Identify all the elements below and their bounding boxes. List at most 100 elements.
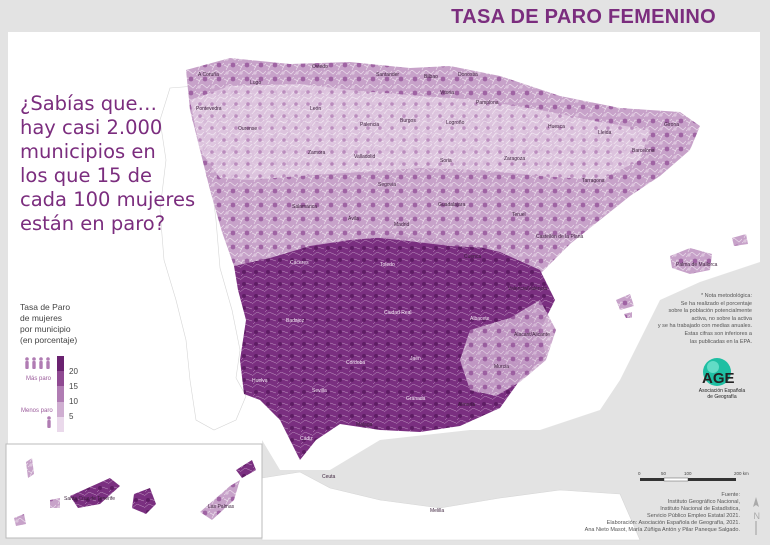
city-label: Lleida [598, 130, 612, 136]
city-label: Jaén [410, 356, 421, 362]
question-line: ¿Sabías que… [20, 92, 158, 115]
legend-swatch [57, 356, 64, 372]
note-line: activa, no sobre la activa [691, 315, 752, 322]
spain-coast-light [460, 300, 556, 396]
legend-swatch [57, 401, 64, 417]
city-label: Zamora [308, 150, 326, 156]
note-line: sobre la población potencialmente [668, 308, 752, 315]
city-label: Madrid [394, 222, 410, 228]
island-la-palma [26, 458, 34, 478]
city-label: Córdoba [346, 360, 366, 366]
city-label: A Coruña [198, 72, 219, 78]
note-line: Estas cifras son inferiores a [684, 330, 752, 337]
city-label: Salamanca [292, 204, 318, 210]
city-label: Cuenca [464, 254, 482, 260]
legend-more-label: Más paro [26, 376, 52, 382]
city-label: Girona [664, 122, 680, 128]
city-label: León [310, 106, 322, 112]
city-label: Soria [440, 158, 452, 164]
question-line: los que 15 de [20, 164, 153, 187]
note-line: las publicadas en la EPA. [690, 338, 752, 345]
ibiza [616, 294, 634, 310]
legend-title-line: por municipio [20, 324, 71, 334]
legend-tick: 10 [69, 397, 78, 406]
logo-name: Asociación Española de Geografía [694, 388, 750, 400]
city-label: Melilla [430, 508, 445, 514]
city-label: Santa Cruz de Tenerife [64, 496, 116, 502]
city-label: Toledo [380, 262, 395, 268]
city-label: Cáceres [290, 260, 309, 266]
city-label: Huelva [252, 378, 268, 384]
island-fuerteventura [200, 480, 240, 520]
question-line: están en paro? [20, 212, 166, 235]
map-title: TASA DE PARO FEMENINO [451, 6, 716, 28]
city-label: Las Palmas [208, 504, 235, 510]
methodology-note: * Nota metodológica: Se ha realizado el … [602, 293, 752, 346]
city-label: Murcia [494, 364, 510, 370]
mallorca [670, 248, 712, 274]
question-line: cada 100 mujeres [20, 188, 196, 211]
legend-title-line: de mujeres [20, 313, 63, 323]
city-label: Lugo [250, 80, 262, 86]
city-label: Valencia/València [508, 286, 548, 292]
source-line: Instituto Nacional de Estadística, [660, 506, 740, 512]
city-label: Donostia [458, 72, 478, 78]
legend-tick: 5 [69, 412, 74, 421]
island-el-hierro [14, 514, 26, 526]
source-line: Fuente: [721, 492, 740, 498]
logo-name-line: Asociación Española [698, 388, 746, 394]
formentera [624, 312, 632, 318]
scale-label: 0 [638, 471, 641, 476]
city-label: Bilbao [424, 74, 438, 80]
city-label: Huesca [548, 124, 565, 130]
city-label: Oviedo [312, 64, 328, 70]
city-label: Ceuta [322, 474, 336, 480]
island-tenerife [70, 478, 120, 508]
question-line: municipios en [20, 140, 156, 163]
age-logo-icon [703, 358, 731, 386]
city-label: Teruel [512, 212, 526, 218]
city-label: Granada [406, 396, 426, 402]
legend-swatch [57, 416, 64, 432]
menorca [732, 234, 748, 246]
logo-acronym: AGE [702, 370, 735, 387]
legend-title-line: (en porcentaje) [20, 335, 78, 345]
scale-label: 50 [661, 471, 667, 476]
legend-tick: 15 [69, 382, 78, 391]
city-label: Zaragoza [504, 156, 526, 162]
source-line: Elaboración: Asociación Española de Geog… [606, 520, 740, 526]
island-lanzarote [236, 460, 256, 478]
city-label: Logroño [446, 120, 465, 126]
city-label: Badajoz [286, 318, 305, 324]
spain-northwest-light [190, 84, 650, 180]
city-label: Santander [376, 72, 400, 78]
logo-name-line: de Geografía [707, 394, 737, 400]
city-label: Valladolid [354, 154, 376, 160]
island-la-gomera [50, 498, 60, 508]
source-credits: Fuente: Instituto Geográfico Nacional, I… [520, 492, 740, 534]
city-label: Pamplona [476, 100, 499, 106]
legend-swatch [57, 371, 64, 387]
source-line: Servicio Público Empleo Estatal 2021. [647, 513, 740, 519]
city-label: Alacant/Alicante [514, 332, 550, 338]
legend-less-label: Menos paro [21, 408, 53, 414]
canary-islands-inset [5, 443, 263, 539]
city-label: Burgos [400, 118, 416, 124]
note-line: y se ha trabajado con medias anuales. [657, 323, 752, 330]
city-label: Barcelona [632, 148, 655, 154]
city-label: Palma de Mallorca [676, 262, 718, 268]
question-line: hay casi 2.000 [20, 116, 163, 139]
people-icon [25, 357, 50, 369]
city-label: Guadalajara [438, 202, 466, 208]
legend-color-bar [57, 356, 64, 432]
city-label: Sevilla [312, 388, 327, 394]
africa-coast [261, 471, 641, 541]
source-line: Ana Nieto Masot, María Zúñiga Antón y Pi… [584, 527, 740, 533]
scale-label: 100 [684, 471, 692, 476]
city-label: Ávila [348, 216, 359, 222]
city-label: Albacete [470, 316, 490, 322]
legend-tick: 20 [69, 367, 78, 376]
legend-title: Tasa de Paro de mujeres por municipio (e… [20, 302, 77, 346]
city-label: Cádiz [300, 436, 313, 442]
